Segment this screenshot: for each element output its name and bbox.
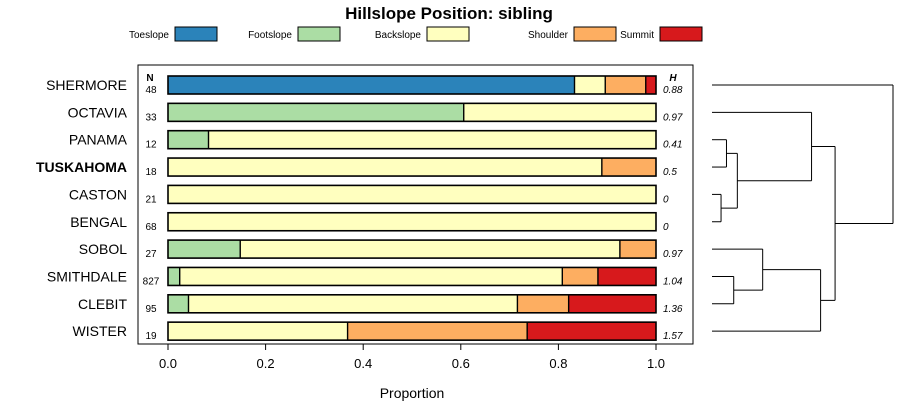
h-value-caston: 0 <box>663 194 669 205</box>
n-value-smithdale: 827 <box>143 276 160 287</box>
bar-smithdale-shoulder <box>562 267 598 286</box>
h-value-tuskahoma: 0.5 <box>663 167 677 178</box>
n-value-shermore: 48 <box>145 85 157 96</box>
bar-shermore-toeslope <box>168 76 575 94</box>
n-value-clebit: 95 <box>145 304 157 315</box>
x-axis-label: Proportion <box>380 385 445 401</box>
n-header: N <box>146 73 153 84</box>
legend-swatch-summit <box>659 26 703 42</box>
bar-outline-bengal <box>167 211 657 232</box>
chart-title: Hillslope Position: sibling <box>345 4 553 23</box>
bar-outline-shermore <box>167 75 657 95</box>
bar-outline-wister <box>167 321 657 341</box>
legend-swatch-toeslope <box>174 26 218 42</box>
bar-clebit-summit <box>568 294 656 313</box>
n-value-wister: 19 <box>145 331 157 342</box>
bar-wister-backslope <box>168 322 348 341</box>
n-value-panama: 12 <box>145 140 157 151</box>
x-tick-label-4: 0.8 <box>549 356 567 371</box>
h-value-shermore: 0.88 <box>663 85 683 96</box>
h-value-smithdale: 1.04 <box>663 276 683 287</box>
category-label-octavia: OCTAVIA <box>68 104 128 120</box>
x-tick-label-0: 0.0 <box>159 356 177 371</box>
bar-wister-shoulder <box>347 322 528 341</box>
legend-swatch-backslope <box>426 26 470 42</box>
legend-label-shoulder: Shoulder <box>528 30 569 41</box>
bar-tuskahoma-shoulder <box>601 158 656 177</box>
bar-clebit-shoulder <box>517 294 569 313</box>
bar-smithdale-footslope <box>168 267 180 286</box>
bar-sobol-footslope <box>168 240 241 259</box>
h-value-wister: 1.57 <box>663 331 683 342</box>
bar-tuskahoma-backslope <box>168 158 602 177</box>
legend-swatch-footslope <box>297 26 341 42</box>
bar-outline-clebit <box>167 293 657 314</box>
legend-label-toeslope: Toeslope <box>129 30 169 41</box>
legend-swatch-shoulder <box>573 26 617 42</box>
bar-outline-caston <box>167 184 657 205</box>
category-label-clebit: CLEBIT <box>78 296 127 312</box>
bar-panama-backslope <box>208 130 656 149</box>
category-label-panama: PANAMA <box>69 132 128 148</box>
n-value-bengal: 68 <box>145 222 157 233</box>
bar-shermore-backslope <box>574 76 606 94</box>
h-header: H <box>669 73 677 84</box>
bars <box>167 75 657 341</box>
h-value-bengal: 0 <box>663 222 669 233</box>
bar-wister-summit <box>527 322 656 341</box>
bar-clebit-footslope <box>168 294 189 313</box>
category-label-bengal: BENGAL <box>70 214 127 230</box>
dendrogram <box>712 84 894 332</box>
category-label-sobol: SOBOL <box>79 241 127 257</box>
bar-outline-smithdale <box>167 266 657 287</box>
legend-label-footslope: Footslope <box>248 30 292 41</box>
bar-caston-backslope <box>168 185 656 204</box>
h-value-clebit: 1.36 <box>663 304 683 315</box>
n-value-octavia: 33 <box>145 112 157 123</box>
h-value-octavia: 0.97 <box>663 112 683 123</box>
bar-sobol-shoulder <box>619 240 656 259</box>
bar-shermore-shoulder <box>605 76 646 94</box>
x-tick-label-5: 1.0 <box>647 356 665 371</box>
bar-sobol-backslope <box>240 240 620 259</box>
x-tick-label-2: 0.4 <box>354 356 372 371</box>
bar-octavia-backslope <box>463 103 656 122</box>
bar-octavia-footslope <box>168 103 464 122</box>
x-tick-label-3: 0.6 <box>452 356 470 371</box>
bar-smithdale-backslope <box>179 267 563 286</box>
category-label-wister: WISTER <box>73 323 127 339</box>
bar-panama-footslope <box>168 130 209 149</box>
category-label-caston: CASTON <box>69 186 127 202</box>
n-value-caston: 21 <box>145 194 157 205</box>
h-value-sobol: 0.97 <box>663 249 683 260</box>
bar-outline-sobol <box>167 239 657 259</box>
category-label-tuskahoma: TUSKAHOMA <box>36 159 127 175</box>
bar-smithdale-summit <box>597 267 656 286</box>
row-labels: N H SHERMORE 48 0.88 OCTAVIA 33 0.97 PANAMA 12 0.4… <box>36 73 683 342</box>
bar-outline-tuskahoma <box>167 157 657 177</box>
bar-clebit-backslope <box>188 294 518 313</box>
bar-bengal-backslope <box>168 212 656 231</box>
category-label-shermore: SHERMORE <box>46 77 127 93</box>
legend: Toeslope Footslope Backslope Shoulder Summit <box>129 26 703 42</box>
plot-panel <box>137 64 694 345</box>
bar-outline-panama <box>167 129 657 150</box>
legend-label-summit: Summit <box>620 30 654 41</box>
bar-shermore-summit <box>645 76 656 94</box>
n-value-sobol: 27 <box>145 249 157 260</box>
x-axis: 0.0 0.2 0.4 0.6 0.8 1.0 <box>159 344 665 371</box>
category-label-smithdale: SMITHDALE <box>47 268 127 284</box>
n-value-tuskahoma: 18 <box>145 167 157 178</box>
bar-outline-octavia <box>167 102 657 123</box>
h-value-panama: 0.41 <box>663 140 682 151</box>
x-tick-label-1: 0.2 <box>257 356 275 371</box>
legend-label-backslope: Backslope <box>375 30 422 41</box>
